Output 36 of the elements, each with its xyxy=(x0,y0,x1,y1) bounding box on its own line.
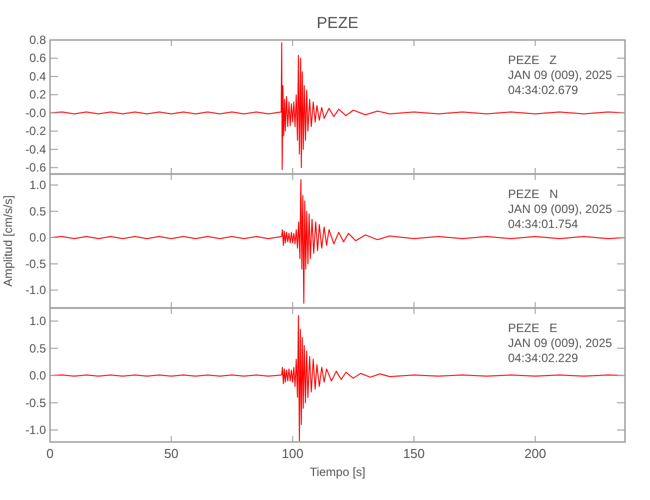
y-tick-label: 0.0 xyxy=(29,230,46,245)
y-axis-title: Amplitud [cm/s/s] xyxy=(1,195,15,287)
x-tick-label: 150 xyxy=(403,446,425,461)
line-series xyxy=(50,42,625,170)
chart-title: PEZE xyxy=(316,15,358,32)
y-tick-label: 0.4 xyxy=(29,69,46,84)
y-tick-label: -0.0 xyxy=(25,106,46,120)
annotation: PEZE E xyxy=(508,321,558,335)
x-tick-label: 50 xyxy=(164,446,179,461)
y-tick-label: 0.5 xyxy=(29,341,46,356)
x-axis-title: Tiempo [s] xyxy=(310,465,366,479)
annotation: JAN 09 (009), 2025 xyxy=(508,336,612,350)
annotation: PEZE Z xyxy=(508,53,557,67)
x-tick-label: 0 xyxy=(46,446,54,461)
y-tick-label: -1.0 xyxy=(25,283,46,298)
annotation: JAN 09 (009), 2025 xyxy=(508,68,612,82)
y-tick-label: -0.2 xyxy=(25,124,46,138)
annotation: 04:34:02.229 xyxy=(508,351,578,365)
y-tick-label: 0.6 xyxy=(29,51,46,66)
annotation: 04:34:02.679 xyxy=(508,83,578,97)
y-tick-label: 1.0 xyxy=(29,178,46,192)
annotation: JAN 09 (009), 2025 xyxy=(508,202,612,216)
y-tick-label: -0.6 xyxy=(25,160,46,175)
x-tick-label: 200 xyxy=(524,446,546,461)
y-tick-label: 0.8 xyxy=(29,33,46,47)
y-tick-label: 0.0 xyxy=(29,368,46,383)
y-tick-label: 1.0 xyxy=(29,314,46,328)
y-tick-label: 0.5 xyxy=(29,204,46,218)
y-tick-label: -0.5 xyxy=(25,256,46,271)
y-tick-label: -1.0 xyxy=(25,423,46,438)
annotation: 04:34:01.754 xyxy=(508,217,578,231)
y-tick-label: -0.5 xyxy=(25,396,46,410)
annotation: PEZE N xyxy=(508,187,558,201)
y-tick-label: 0.2 xyxy=(29,88,46,102)
y-tick-label: -0.4 xyxy=(25,142,46,156)
x-tick-label: 100 xyxy=(282,446,304,461)
